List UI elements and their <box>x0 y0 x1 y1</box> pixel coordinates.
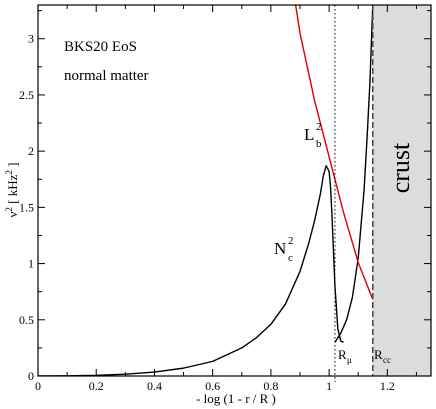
x-tick-label: 0.6 <box>205 379 220 393</box>
y-axis-label: ν2 [ kHz2 ] <box>4 163 20 218</box>
series-line-2 <box>334 5 374 343</box>
y-axis-label-sup: 2 <box>4 207 14 212</box>
x-tick-label: 0.4 <box>147 379 162 393</box>
series-line-3 <box>294 5 374 300</box>
svg-text:R: R <box>338 347 347 362</box>
svg-text:cc: cc <box>383 355 391 365</box>
crust-region <box>372 5 431 376</box>
plot-frame <box>37 4 432 377</box>
y-tick-label: 2 <box>28 144 34 158</box>
crust-label: crust <box>386 142 415 193</box>
svg-text:N: N <box>274 239 286 258</box>
x-tick-label: 0.2 <box>89 379 104 393</box>
y-axis-label-nu: ν <box>5 211 20 217</box>
svg-text:μ: μ <box>347 355 352 365</box>
lb2-label: L 2 b <box>304 121 322 150</box>
eos-label: BKS20 EoS <box>64 39 137 55</box>
svg-text:b: b <box>316 138 322 150</box>
r-cc-label: R cc <box>374 347 391 365</box>
svg-text:R: R <box>374 347 383 362</box>
x-tick-label: 0.8 <box>263 379 278 393</box>
y-tick-label: 3 <box>28 32 34 46</box>
x-tick-label: 0 <box>35 379 41 393</box>
y-tick-label: 2.5 <box>19 88 34 102</box>
svg-text:2: 2 <box>316 121 322 133</box>
svg-text:c: c <box>288 252 293 264</box>
y-tick-label: 1 <box>28 257 34 271</box>
y-tick-label: 1.5 <box>19 200 34 214</box>
x-tick-label: 1.2 <box>380 379 395 393</box>
y-tick-label: 0 <box>28 369 34 383</box>
svg-text:L: L <box>304 125 314 144</box>
x-axis-label: - log (1 - r / R ) <box>196 391 276 406</box>
svg-text:2: 2 <box>288 235 294 247</box>
nc2-label: N 2 c <box>274 235 294 264</box>
x-tick-label: 1 <box>326 379 332 393</box>
r-mu-label: R μ <box>338 347 352 365</box>
series-line-1 <box>38 165 344 376</box>
y-tick-label: 0.5 <box>19 313 34 327</box>
matter-label: normal matter <box>64 68 149 84</box>
